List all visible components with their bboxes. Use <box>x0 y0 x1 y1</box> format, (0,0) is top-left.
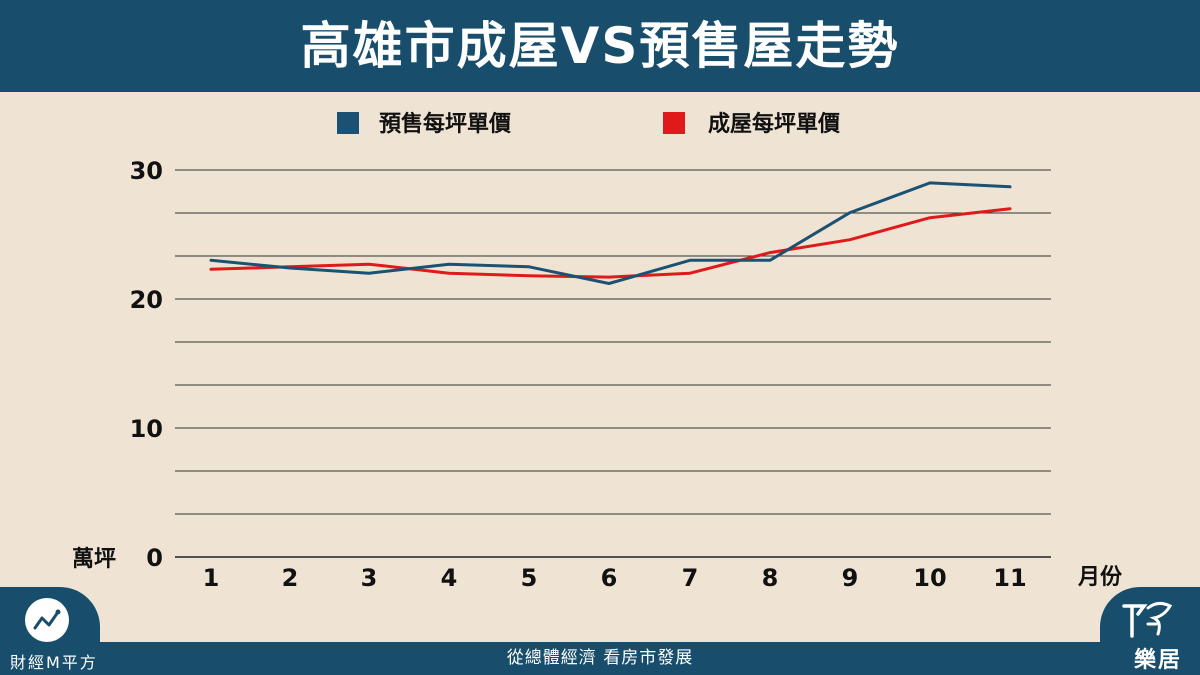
page-title: 高雄市成屋VS預售屋走勢 <box>300 17 900 75</box>
x-tick-label: 3 <box>361 564 378 592</box>
y-tick-label: 30 <box>130 157 163 185</box>
series-line-existing <box>209 207 1012 279</box>
y-tick-label: 10 <box>130 415 163 443</box>
footer-bar: 從總體經濟 看房市發展 <box>0 642 1200 675</box>
x-tick-label: 2 <box>282 564 299 592</box>
brand-right-name: 樂居 <box>1133 648 1182 673</box>
x-tick-label: 4 <box>441 564 458 592</box>
leju-logo-icon <box>1118 596 1178 642</box>
x-tick-label: 5 <box>521 564 538 592</box>
x-tick-label: 8 <box>762 564 779 592</box>
title-banner <box>0 0 1200 92</box>
legend-label: 預售每坪單價 <box>379 111 512 137</box>
x-tick-label: 10 <box>913 564 946 592</box>
legend: 預售每坪單價 成屋每坪單價 <box>337 111 841 137</box>
y-tick-labels: 0 10 20 30 <box>130 157 163 572</box>
x-tick-labels: 1 2 3 4 5 6 7 8 9 10 11 <box>203 564 1027 592</box>
footer-slogan: 從總體經濟 看房市發展 <box>506 648 694 668</box>
series-lines <box>209 181 1012 285</box>
x-tick-label: 7 <box>682 564 699 592</box>
x-tick-label: 1 <box>203 564 220 592</box>
x-tick-label: 11 <box>993 564 1026 592</box>
series-line-presale <box>209 181 1012 285</box>
legend-swatch <box>337 112 359 134</box>
legend-swatch <box>663 112 685 134</box>
y-tick-label: 20 <box>130 286 163 314</box>
gridlines <box>175 169 1051 558</box>
legend-label: 成屋每坪單價 <box>708 111 841 137</box>
y-axis-label: 萬坪 <box>72 547 116 572</box>
y-tick-label: 0 <box>146 544 163 572</box>
x-axis-label: 月份 <box>1077 565 1123 590</box>
x-tick-label: 6 <box>601 564 618 592</box>
chart-trend-icon <box>25 598 69 642</box>
x-tick-label: 9 <box>842 564 859 592</box>
brand-left-name: 財經M平方 <box>10 653 98 672</box>
